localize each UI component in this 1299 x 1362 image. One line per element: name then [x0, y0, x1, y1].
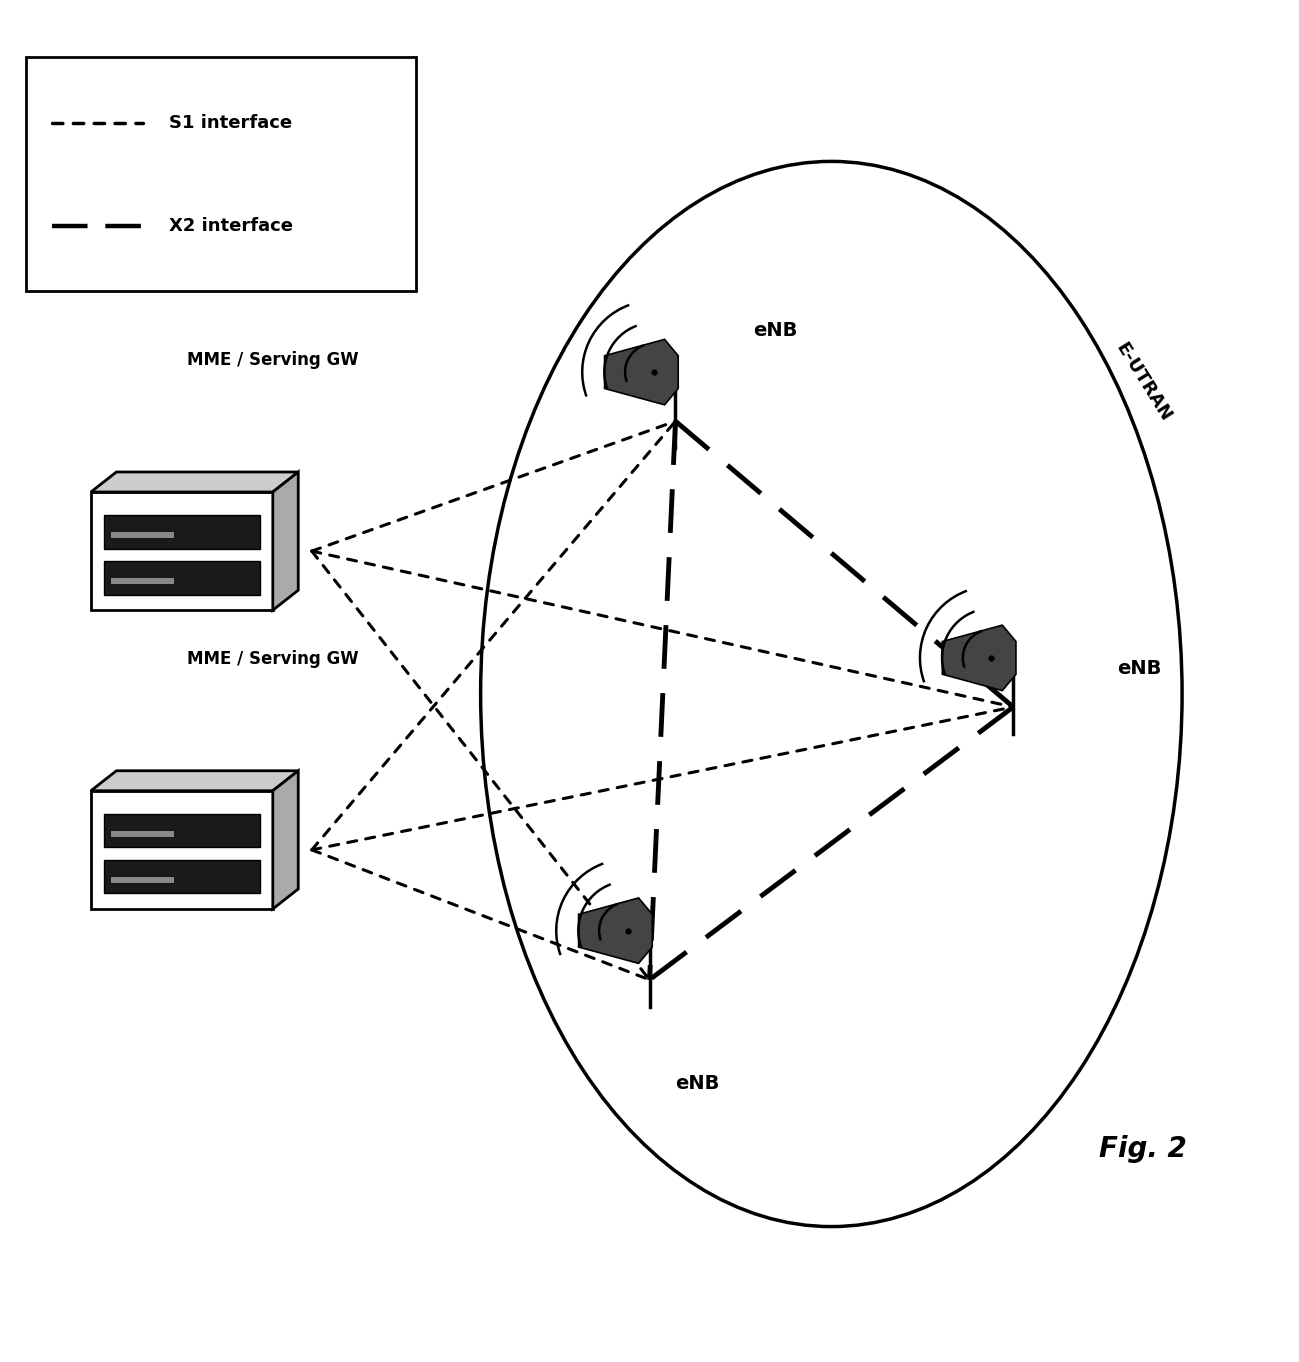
- Polygon shape: [91, 771, 299, 791]
- FancyBboxPatch shape: [104, 814, 260, 847]
- Text: S1 interface: S1 interface: [169, 114, 292, 132]
- FancyBboxPatch shape: [110, 531, 174, 538]
- Text: eNB: eNB: [1117, 658, 1161, 677]
- FancyBboxPatch shape: [110, 829, 174, 836]
- Text: eNB: eNB: [675, 1075, 720, 1094]
- Text: MME / Serving GW: MME / Serving GW: [187, 650, 359, 667]
- FancyBboxPatch shape: [110, 876, 174, 883]
- FancyBboxPatch shape: [110, 577, 174, 584]
- Text: X2 interface: X2 interface: [169, 217, 292, 234]
- FancyBboxPatch shape: [104, 861, 260, 893]
- Text: MME / Serving GW: MME / Serving GW: [187, 351, 359, 369]
- FancyBboxPatch shape: [91, 791, 273, 908]
- FancyBboxPatch shape: [104, 561, 260, 595]
- Text: eNB: eNB: [753, 321, 798, 339]
- Polygon shape: [91, 473, 299, 492]
- Polygon shape: [273, 473, 299, 610]
- FancyBboxPatch shape: [26, 57, 416, 291]
- Text: E-UTRAN: E-UTRAN: [1112, 339, 1174, 425]
- FancyBboxPatch shape: [91, 492, 273, 610]
- FancyBboxPatch shape: [104, 515, 260, 549]
- Polygon shape: [942, 625, 1016, 691]
- Polygon shape: [578, 898, 652, 963]
- Text: Fig. 2: Fig. 2: [1099, 1135, 1187, 1163]
- Polygon shape: [273, 771, 299, 908]
- Polygon shape: [604, 339, 678, 405]
